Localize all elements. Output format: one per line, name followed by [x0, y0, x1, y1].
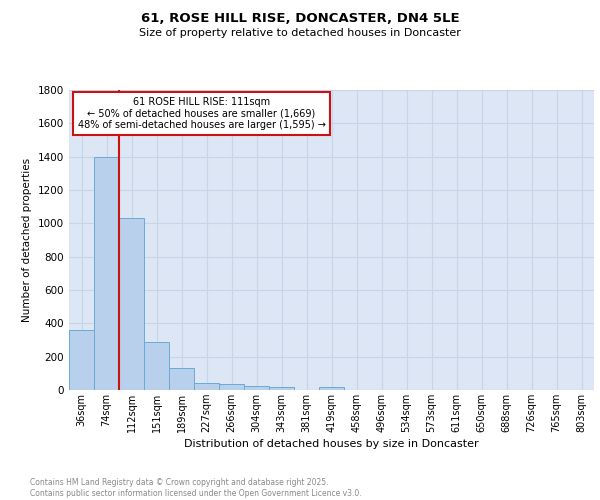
- Y-axis label: Number of detached properties: Number of detached properties: [22, 158, 32, 322]
- Bar: [119, 218, 144, 390]
- Bar: [269, 386, 294, 390]
- Text: 61, ROSE HILL RISE, DONCASTER, DN4 5LE: 61, ROSE HILL RISE, DONCASTER, DN4 5LE: [140, 12, 460, 26]
- Text: Contains HM Land Registry data © Crown copyright and database right 2025.
Contai: Contains HM Land Registry data © Crown c…: [30, 478, 362, 498]
- Bar: [319, 386, 344, 390]
- Text: 61 ROSE HILL RISE: 111sqm
← 50% of detached houses are smaller (1,669)
48% of se: 61 ROSE HILL RISE: 111sqm ← 50% of detac…: [77, 96, 325, 130]
- Bar: [94, 156, 119, 390]
- X-axis label: Distribution of detached houses by size in Doncaster: Distribution of detached houses by size …: [184, 439, 479, 449]
- Bar: [219, 384, 244, 390]
- Bar: [194, 384, 219, 390]
- Bar: [244, 386, 269, 390]
- Text: Size of property relative to detached houses in Doncaster: Size of property relative to detached ho…: [139, 28, 461, 38]
- Bar: [144, 342, 169, 390]
- Bar: [69, 330, 94, 390]
- Bar: [169, 368, 194, 390]
